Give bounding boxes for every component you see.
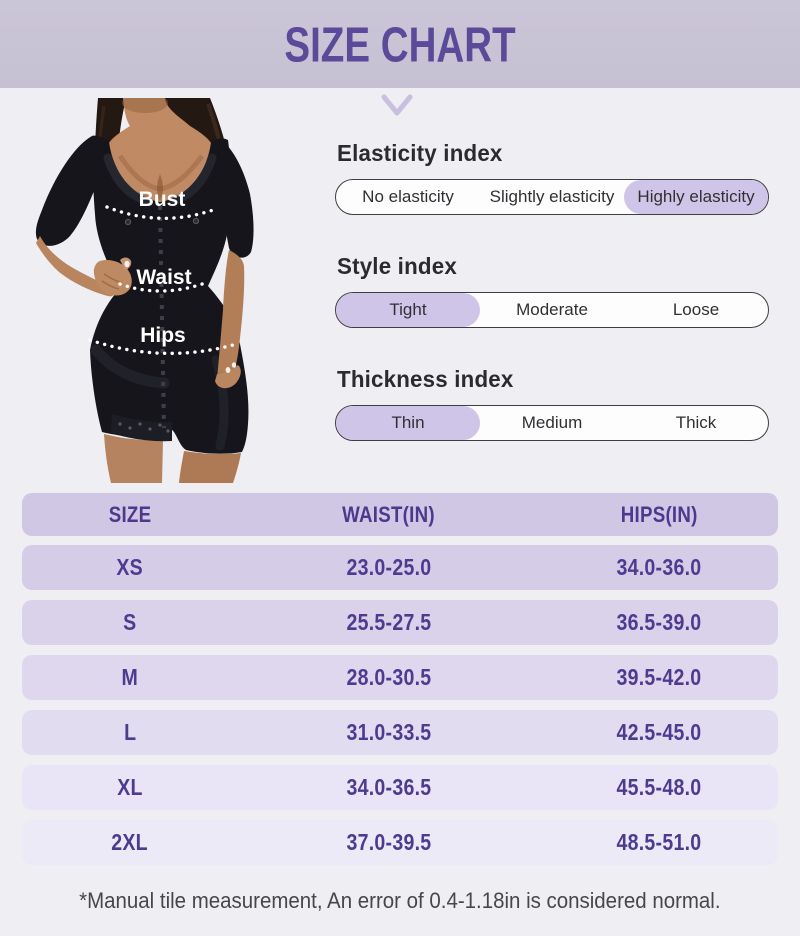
option-highly-elasticity: Highly elasticity (624, 180, 768, 214)
waist-value: 28.0-30.5 (346, 664, 432, 690)
thickness-index-title: Thickness index (337, 366, 514, 392)
style-index-title: Style index (337, 253, 457, 279)
bust-label: Bust (139, 188, 186, 211)
table-row: XS 23.0-25.0 34.0-36.0 (22, 545, 778, 590)
right-forearm-skin (217, 250, 245, 387)
table-row: XL 34.0-36.5 45.5-48.0 (22, 765, 778, 810)
size-value: XL (116, 774, 143, 800)
elasticity-index-title: Elasticity index (337, 140, 503, 166)
table-header-row: SIZE WAIST(IN) HIPS(IN) (22, 493, 778, 536)
option-no-elasticity: No elasticity (362, 187, 454, 206)
waist-label: Waist (136, 266, 191, 289)
thickness-index-section: Thickness index Thin Medium Thick (335, 366, 769, 441)
hips-value: 36.5-39.0 (616, 609, 702, 635)
hips-value: 45.5-48.0 (616, 774, 702, 800)
waist-value: 37.0-39.5 (346, 829, 432, 855)
hook-closure (158, 205, 166, 429)
option-moderate: Moderate (516, 300, 588, 319)
right-leg-skin (179, 451, 241, 483)
finger-nail (225, 367, 231, 373)
size-value: L (123, 719, 136, 745)
table-row: 2XL 37.0-39.5 48.5-51.0 (22, 820, 778, 865)
size-value: 2XL (111, 829, 149, 855)
hips-value: 48.5-51.0 (616, 829, 702, 855)
elasticity-index-section: Elasticity index No elasticity Slightly … (335, 140, 769, 215)
option-thick: Thick (675, 413, 717, 432)
finger-nail (231, 362, 237, 368)
option-slightly-elasticity: Slightly elasticity (489, 187, 615, 206)
left-sleeve (35, 135, 107, 246)
elasticity-index-bar: No elasticity Slightly elasticity Highly… (335, 179, 769, 215)
right-hand (215, 365, 241, 389)
size-value: M (121, 664, 138, 690)
table-row: L 31.0-33.5 42.5-45.0 (22, 710, 778, 755)
table-row: M 28.0-30.5 39.5-42.0 (22, 655, 778, 700)
option-tight: Tight (336, 293, 480, 327)
size-table: SIZE WAIST(IN) HIPS(IN) XS 23.0-25.0 34.… (22, 493, 778, 875)
waist-value: 31.0-33.5 (346, 719, 432, 745)
option-thin: Thin (336, 406, 480, 440)
right-sleeve (218, 138, 254, 258)
col-header-hips: HIPS(IN) (620, 501, 698, 527)
chevron-down-icon (381, 94, 413, 116)
waist-measure-line (118, 280, 210, 293)
thickness-index-bar: Thin Medium Thick (335, 405, 769, 441)
style-index-bar: Tight Moderate Loose (335, 292, 769, 328)
footnote: *Manual tile measurement, An error of 0.… (79, 888, 721, 913)
hips-value: 39.5-42.0 (616, 664, 702, 690)
header-banner: SIZE CHART (0, 0, 800, 88)
hips-value: 34.0-36.0 (616, 554, 702, 580)
page-title: SIZE CHART (284, 16, 516, 72)
waist-value: 34.0-36.5 (346, 774, 432, 800)
hips-label: Hips (140, 324, 186, 347)
option-medium: Medium (521, 413, 583, 432)
left-forearm-skin (36, 236, 114, 297)
table-row: S 25.5-27.5 36.5-39.0 (22, 600, 778, 645)
hips-value: 42.5-45.0 (616, 719, 702, 745)
waist-value: 25.5-27.5 (346, 609, 432, 635)
index-sections: Elasticity index No elasticity Slightly … (335, 140, 769, 479)
model-figure: Bust Waist Hips (35, 98, 254, 483)
hips-measure-line (88, 338, 235, 356)
waist-value: 23.0-25.0 (346, 554, 432, 580)
bust-measure-line (105, 205, 215, 221)
option-loose: Loose (672, 300, 720, 319)
style-index-section: Style index Tight Moderate Loose (335, 253, 769, 328)
thumb-nail (124, 260, 130, 268)
left-hand (93, 260, 132, 296)
col-header-size: SIZE (108, 501, 152, 527)
left-leg-skin (104, 434, 163, 483)
size-value: S (123, 609, 137, 635)
lace-trim (111, 414, 172, 442)
col-header-waist: WAIST(IN) (342, 501, 435, 527)
chest-skin (109, 98, 211, 202)
size-value: XS (116, 554, 144, 580)
